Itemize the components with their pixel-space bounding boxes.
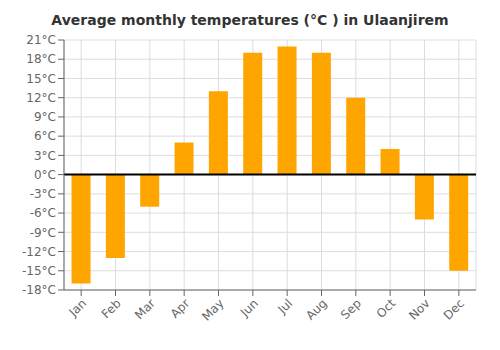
svg-text:Jun: Jun <box>237 296 261 320</box>
svg-text:-6°C: -6°C <box>30 206 56 220</box>
svg-text:-15°C: -15°C <box>22 264 56 278</box>
svg-text:Apr: Apr <box>168 296 193 321</box>
svg-text:Mar: Mar <box>132 296 158 322</box>
svg-text:Nov: Nov <box>406 296 432 322</box>
svg-text:Aug: Aug <box>303 296 329 322</box>
svg-text:-12°C: -12°C <box>22 245 56 259</box>
svg-text:Sep: Sep <box>338 296 364 322</box>
html-text:Average monthly temperatures (: Average monthly temperatures (°C ) in Ul… <box>51 12 449 28</box>
svg-text:Dec: Dec <box>441 296 467 322</box>
svg-text:Jul: Jul <box>274 296 295 317</box>
svg-text:3°C: 3°C <box>34 149 56 163</box>
svg-text:Jan: Jan <box>66 296 90 320</box>
svg-text:-3°C: -3°C <box>30 187 56 201</box>
svg-text:9°C: 9°C <box>34 110 56 124</box>
svg-text:21°C: 21°C <box>26 33 56 47</box>
svg-text:-18°C: -18°C <box>22 283 56 297</box>
svg-text:May: May <box>199 296 226 323</box>
svg-text:6°C: 6°C <box>34 129 56 143</box>
svg-text:Oct: Oct <box>374 296 399 321</box>
svg-text:-9°C: -9°C <box>30 226 56 240</box>
svg-text:Feb: Feb <box>99 296 124 321</box>
svg-text:18°C: 18°C <box>26 52 56 66</box>
svg-text:12°C: 12°C <box>26 91 56 105</box>
svg-text:0°C: 0°C <box>34 168 56 182</box>
svg-text:15°C: 15°C <box>26 72 56 86</box>
